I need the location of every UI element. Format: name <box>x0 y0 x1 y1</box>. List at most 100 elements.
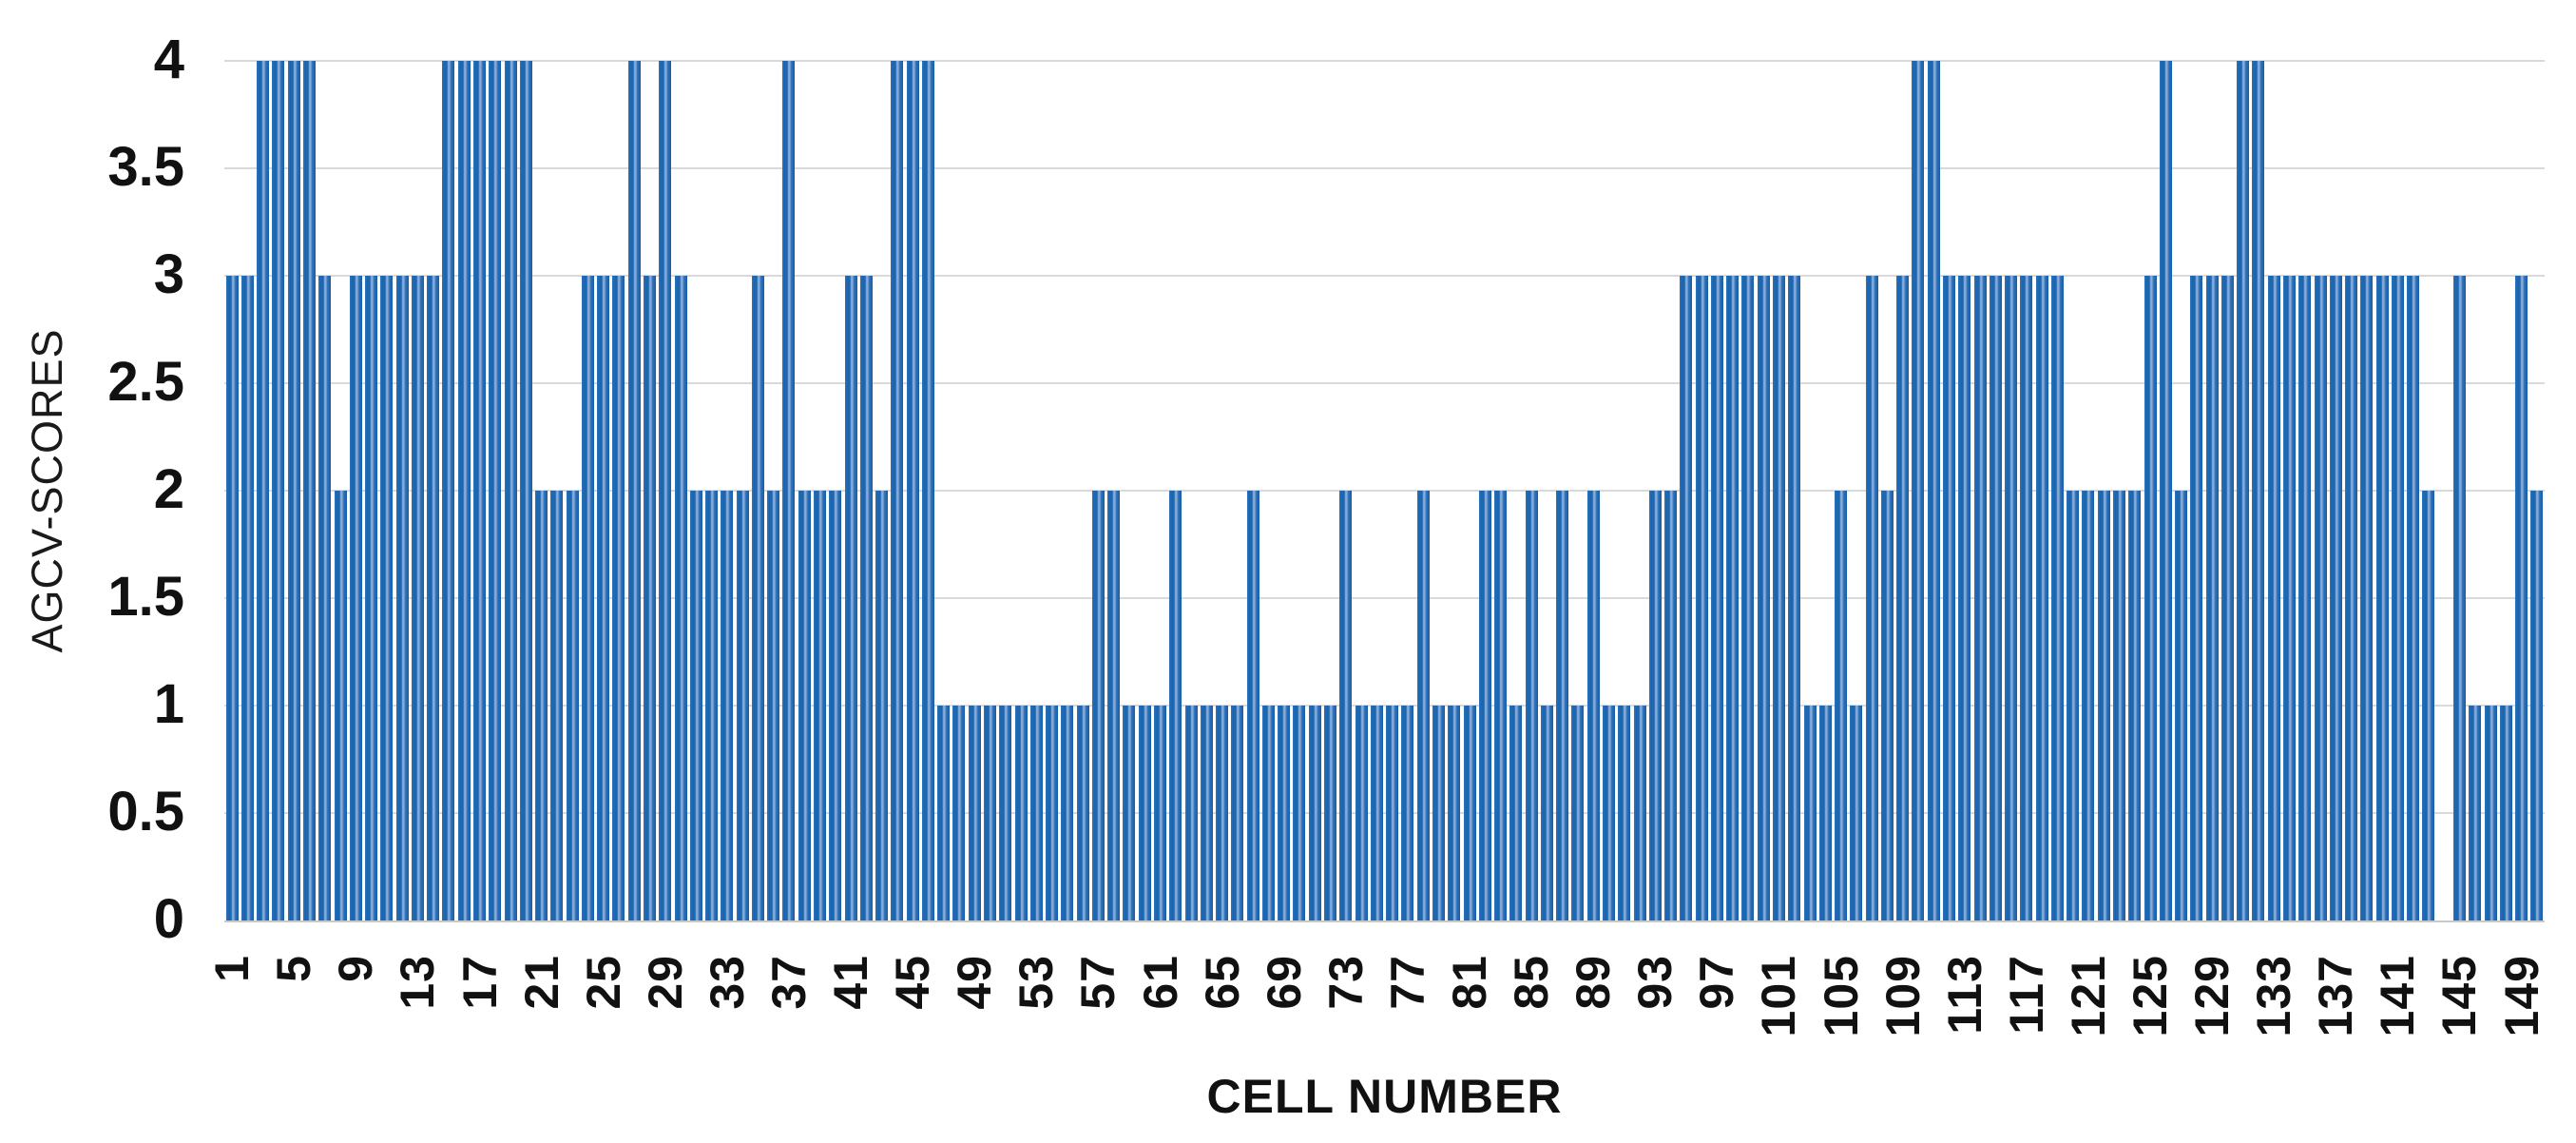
bar-cell-101 <box>1772 276 1785 920</box>
bar-cell-99 <box>1741 276 1755 920</box>
bar-cell-8 <box>334 491 347 920</box>
gridline-3.5 <box>224 167 2545 169</box>
bar-cell-25 <box>597 276 610 920</box>
x-tick-label-33: 33 <box>700 955 754 1010</box>
bar-cell-34 <box>736 491 749 920</box>
bar-cell-127 <box>2175 491 2188 920</box>
y-tick-label-1: 1 <box>153 672 184 735</box>
bar-cell-141 <box>2391 276 2404 920</box>
bar-cell-149 <box>2515 276 2528 920</box>
gridline-4 <box>224 60 2545 62</box>
bar-cell-73 <box>1339 491 1353 920</box>
bar-cell-60 <box>1138 706 1151 920</box>
plot-area <box>224 60 2545 922</box>
bar-cell-120 <box>2067 491 2080 920</box>
y-tick-label-0: 0 <box>153 887 184 950</box>
x-tick-label-137: 137 <box>2309 955 2363 1037</box>
bar-cell-123 <box>2112 491 2125 920</box>
bar-cell-2 <box>240 276 254 920</box>
bar-cell-26 <box>612 276 625 920</box>
x-tick-label-53: 53 <box>1009 955 1064 1010</box>
bar-cell-140 <box>2375 276 2389 920</box>
bar-cell-133 <box>2267 276 2280 920</box>
bar-cell-28 <box>644 276 657 920</box>
x-tick-label-133: 133 <box>2247 955 2301 1037</box>
bar-cell-145 <box>2452 276 2466 920</box>
bar-cell-81 <box>1463 706 1476 920</box>
bar-cell-112 <box>1942 276 1955 920</box>
bar-cell-119 <box>2050 276 2064 920</box>
bar-cell-9 <box>349 276 362 920</box>
bar-cell-53 <box>1029 706 1043 920</box>
gridline-1.5 <box>224 597 2545 599</box>
bar-cell-134 <box>2282 276 2296 920</box>
bar-cell-138 <box>2345 276 2358 920</box>
x-tick-label-93: 93 <box>1628 955 1682 1010</box>
bar-cell-105 <box>1835 491 1848 920</box>
bar-cell-132 <box>2252 61 2265 920</box>
bar-cell-54 <box>1046 706 1059 920</box>
bar-cell-142 <box>2407 276 2420 920</box>
x-tick-label-141: 141 <box>2371 955 2425 1037</box>
bar-cell-24 <box>581 276 594 920</box>
gridline-0.5 <box>224 812 2545 814</box>
bar-cell-33 <box>721 491 734 920</box>
bar-cell-29 <box>659 61 672 920</box>
bar-cell-150 <box>2530 491 2544 920</box>
bar-cell-59 <box>1123 706 1136 920</box>
x-tick-label-149: 149 <box>2494 955 2548 1037</box>
bar-cell-91 <box>1618 706 1631 920</box>
bar-cell-106 <box>1850 706 1863 920</box>
bar-cell-44 <box>891 61 904 920</box>
bar-cell-14 <box>427 276 440 920</box>
bar-cell-78 <box>1416 491 1430 920</box>
bar-cell-72 <box>1324 706 1337 920</box>
bar-cell-125 <box>2143 276 2157 920</box>
x-tick-label-13: 13 <box>391 955 445 1010</box>
bar-cell-115 <box>1989 276 2002 920</box>
bar-cell-18 <box>489 61 502 920</box>
bar-cell-51 <box>999 706 1012 920</box>
x-tick-label-1: 1 <box>205 955 260 982</box>
bar-cell-52 <box>1014 706 1028 920</box>
bar-cell-55 <box>1061 706 1074 920</box>
bar-cell-56 <box>1076 706 1089 920</box>
x-tick-label-77: 77 <box>1380 955 1434 1010</box>
bar-cell-102 <box>1788 276 1801 920</box>
bar-cell-45 <box>906 61 919 920</box>
x-tick-label-105: 105 <box>1814 955 1868 1037</box>
y-tick-label-4: 4 <box>153 28 184 90</box>
bar-cell-116 <box>2005 276 2018 920</box>
bar-cell-1 <box>225 276 239 920</box>
bar-cell-13 <box>411 276 424 920</box>
bar-cell-32 <box>705 491 719 920</box>
bar-cell-146 <box>2469 706 2482 920</box>
bar-cell-98 <box>1726 276 1740 920</box>
bar-cell-97 <box>1710 276 1723 920</box>
bar-cell-5 <box>287 61 300 920</box>
bar-cell-39 <box>814 491 827 920</box>
x-tick-label-113: 113 <box>1937 955 1991 1035</box>
x-axis-title: CELL NUMBER <box>1206 1070 1563 1123</box>
bar-cell-117 <box>2020 276 2033 920</box>
bar-cell-57 <box>1091 491 1105 920</box>
bar-cell-47 <box>937 706 951 920</box>
bar-cell-104 <box>1818 706 1832 920</box>
bar-cell-128 <box>2190 276 2203 920</box>
x-tick-label-25: 25 <box>576 955 630 1010</box>
bar-cell-67 <box>1246 491 1259 920</box>
bar-cell-40 <box>829 491 842 920</box>
bar-series <box>224 61 2545 920</box>
x-tick-label-5: 5 <box>267 955 321 982</box>
x-tick-label-17: 17 <box>452 955 507 1010</box>
bar-cell-113 <box>1958 276 1971 920</box>
bar-cell-95 <box>1680 276 1693 920</box>
bar-cell-147 <box>2484 706 2497 920</box>
x-tick-label-89: 89 <box>1567 955 1621 1010</box>
bar-cell-130 <box>2220 276 2234 920</box>
bar-cell-66 <box>1231 706 1244 920</box>
x-tick-label-117: 117 <box>1999 955 2053 1035</box>
bar-cell-129 <box>2205 276 2219 920</box>
y-tick-label-3.5: 3.5 <box>107 135 184 198</box>
bar-cell-75 <box>1370 706 1383 920</box>
